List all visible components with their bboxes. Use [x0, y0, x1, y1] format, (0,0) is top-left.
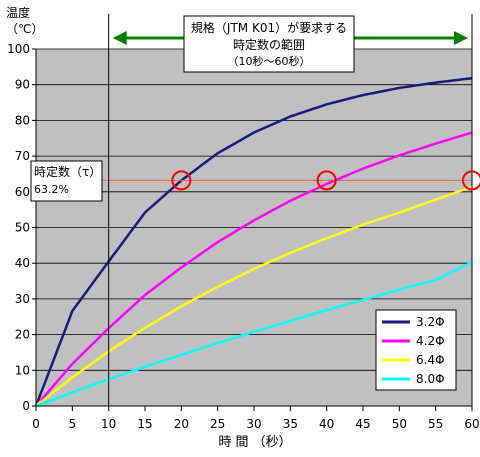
legend: 3.2Φ 4.2Φ 6.4Φ 8.0Φ: [375, 309, 457, 391]
time-constant-circle-2: [316, 170, 337, 191]
axes: [32, 48, 473, 411]
y-tick-label-10: 10: [15, 363, 30, 377]
x-tick-label-40: 40: [319, 417, 334, 431]
x-tick-label-15: 15: [137, 417, 152, 431]
reference-lines: [36, 14, 480, 406]
spec-box: [183, 15, 355, 73]
x-tick-label-25: 25: [210, 417, 225, 431]
legend-label-3: 6.4Φ: [416, 353, 445, 367]
spec-line-2: 時定数の範囲: [233, 37, 305, 52]
time-constant-label: 時定数（τ）: [34, 164, 101, 179]
x-tick-label-60: 60: [464, 417, 479, 431]
x-tick-label-20: 20: [174, 417, 189, 431]
y-tick-label-60: 60: [15, 185, 30, 199]
x-tick-label-45: 45: [355, 417, 370, 431]
y-tick-label-0: 0: [22, 399, 30, 413]
x-tick-label-30: 30: [246, 417, 261, 431]
x-tick-label-0: 0: [32, 417, 40, 431]
time-constant-annotation: 時定数（τ） 63.2%: [30, 160, 103, 202]
y-tick-label-80: 80: [15, 113, 30, 127]
x-axis-label: 時 間 （秒）: [218, 435, 291, 450]
x-tick-label-5: 5: [69, 417, 77, 431]
legend-label-4: 8.0Φ: [416, 372, 445, 386]
x-tick-label-55: 55: [428, 417, 443, 431]
x-tick-label-50: 50: [392, 417, 407, 431]
y-tick-label-50: 50: [15, 221, 30, 235]
spec-range-annotation: 規格（JTM K01）が要求する 時定数の範囲 （10秒～60秒）: [183, 15, 355, 73]
legend-label-1: 3.2Φ: [416, 315, 445, 329]
y-tick-label-100: 100: [7, 42, 30, 56]
time-constant-circle-1: [171, 170, 192, 191]
y-axis-unit: （℃）: [6, 22, 43, 36]
x-tick-label-35: 35: [283, 417, 298, 431]
tick-labels: 0 10 20 30 40 50 60 70 80 90 100 0 5 10 15 20 25 30 35 40 45…: [7, 42, 480, 431]
x-tick-label-10: 10: [101, 417, 116, 431]
y-tick-label-90: 90: [15, 78, 30, 92]
legend-label-2: 4.2Φ: [416, 334, 445, 348]
y-tick-label-40: 40: [15, 256, 30, 270]
y-tick-label-30: 30: [15, 292, 30, 306]
time-constant-box: [30, 160, 103, 202]
time-constant-circle-3: [462, 170, 480, 191]
y-tick-label-70: 70: [15, 149, 30, 163]
y-axis-label: 温度: [6, 5, 30, 20]
time-constant-value: 63.2%: [34, 183, 69, 196]
spec-line-1: 規格（JTM K01）が要求する: [191, 20, 347, 35]
spec-arrow-left-head: [112, 31, 127, 45]
spec-arrow-right-head: [454, 31, 468, 45]
spec-line-3: （10秒～60秒）: [228, 54, 311, 68]
y-tick-label-20: 20: [15, 328, 30, 342]
